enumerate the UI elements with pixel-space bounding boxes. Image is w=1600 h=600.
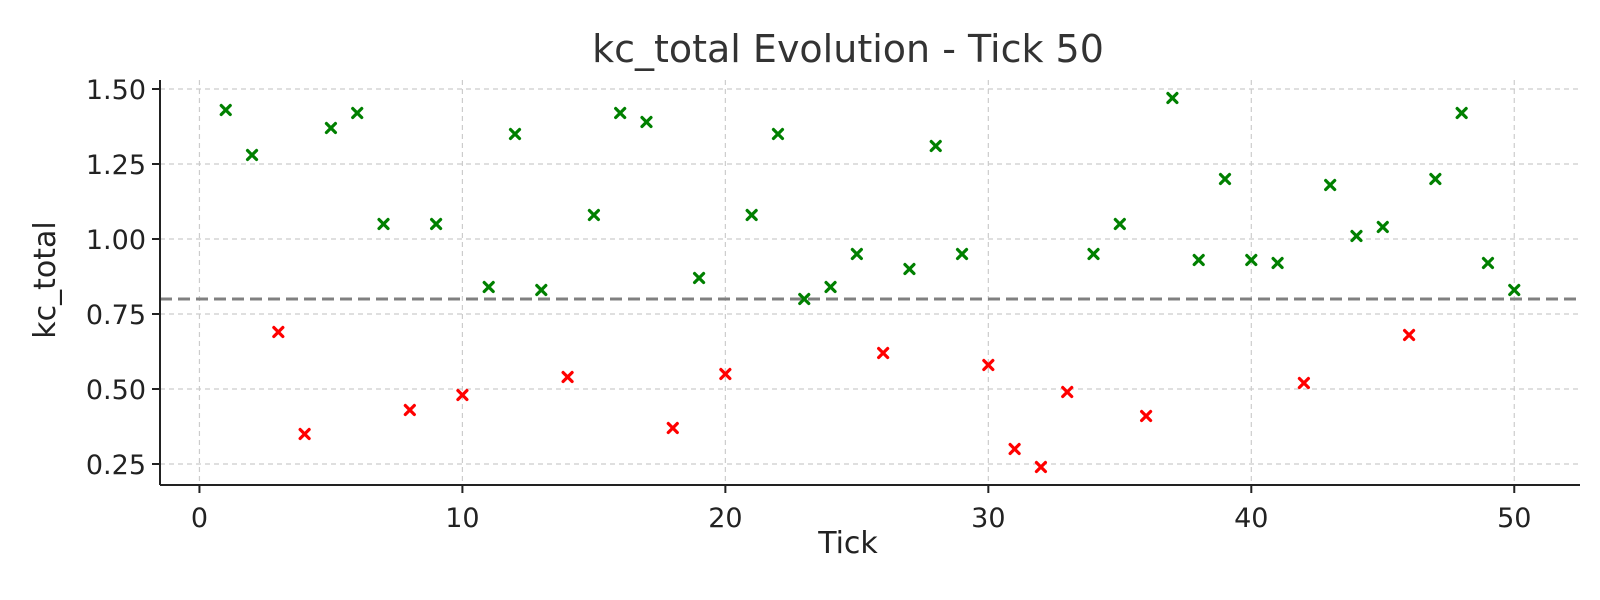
x-tick-label: 40 bbox=[1234, 503, 1268, 534]
data-point bbox=[1140, 409, 1153, 423]
data-point bbox=[1087, 247, 1100, 261]
y-axis-label: kc_total bbox=[28, 221, 63, 338]
points-layer bbox=[219, 91, 1521, 474]
data-point bbox=[1324, 178, 1337, 192]
data-point bbox=[929, 139, 942, 153]
data-point bbox=[903, 262, 916, 276]
data-point bbox=[877, 346, 890, 360]
data-point bbox=[850, 247, 863, 261]
y-tick-label: 1.25 bbox=[86, 150, 146, 181]
x-tick-label: 0 bbox=[191, 503, 208, 534]
data-point bbox=[614, 106, 627, 120]
y-tick-label: 0.25 bbox=[86, 450, 146, 481]
data-point bbox=[955, 247, 969, 261]
ticks-layer: 0 10 20 30 40 50 0.25 0.50 0.75 1.00 1.25 1.50 bbox=[86, 75, 1532, 534]
data-point bbox=[1061, 385, 1074, 399]
data-point bbox=[666, 421, 679, 435]
data-point bbox=[824, 280, 837, 294]
data-point bbox=[771, 127, 785, 141]
data-point bbox=[456, 388, 469, 402]
data-point bbox=[377, 217, 390, 231]
grid-layer bbox=[160, 80, 1580, 485]
data-point bbox=[298, 427, 311, 441]
data-point bbox=[719, 367, 732, 381]
x-tick-label: 10 bbox=[445, 503, 479, 534]
y-tick-label: 0.50 bbox=[86, 375, 146, 406]
data-point bbox=[1402, 328, 1416, 342]
data-point bbox=[1271, 256, 1284, 270]
data-point bbox=[640, 115, 653, 129]
data-point bbox=[1429, 172, 1442, 186]
data-point bbox=[1245, 253, 1258, 267]
data-point bbox=[1376, 220, 1389, 234]
data-point bbox=[430, 217, 443, 231]
x-tick-label: 20 bbox=[708, 503, 742, 534]
data-point bbox=[1350, 229, 1363, 243]
x-tick-label: 50 bbox=[1497, 503, 1531, 534]
data-point bbox=[1113, 217, 1126, 231]
data-point bbox=[1166, 91, 1179, 105]
data-point bbox=[1455, 106, 1468, 120]
y-tick-label: 1.50 bbox=[86, 75, 146, 106]
data-point bbox=[1508, 283, 1521, 297]
y-tick-label: 1.00 bbox=[86, 225, 146, 256]
axes-layer bbox=[159, 80, 1580, 486]
data-point bbox=[692, 271, 706, 285]
data-point bbox=[272, 325, 285, 339]
data-point bbox=[245, 148, 259, 162]
data-point bbox=[745, 208, 758, 222]
y-tick-label: 0.75 bbox=[86, 300, 146, 331]
data-point bbox=[1218, 172, 1232, 186]
data-point bbox=[982, 358, 995, 372]
data-point bbox=[482, 280, 495, 294]
data-point bbox=[324, 121, 338, 135]
data-point bbox=[561, 370, 574, 384]
data-point bbox=[1008, 442, 1021, 456]
data-point bbox=[351, 106, 364, 120]
x-tick-label: 30 bbox=[971, 503, 1005, 534]
data-point bbox=[219, 103, 232, 117]
data-point bbox=[798, 292, 811, 306]
data-point bbox=[1034, 460, 1048, 474]
chart-title: kc_total Evolution - Tick 50 bbox=[592, 27, 1104, 71]
data-point bbox=[403, 403, 416, 417]
data-point bbox=[535, 283, 548, 297]
data-point bbox=[587, 208, 600, 222]
data-point bbox=[1192, 253, 1205, 267]
x-axis-label: Tick bbox=[817, 526, 878, 561]
data-point bbox=[508, 127, 522, 141]
data-point bbox=[1297, 376, 1310, 390]
data-point bbox=[1481, 256, 1495, 270]
